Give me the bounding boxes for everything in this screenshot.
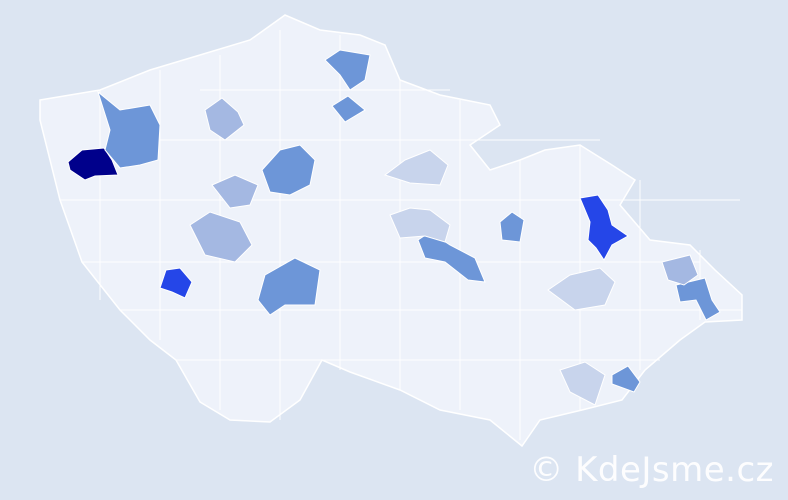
district-level1[interactable] [559, 361, 606, 406]
district-level3[interactable] [675, 277, 721, 321]
district-level1[interactable] [547, 267, 616, 311]
district-level1[interactable] [383, 149, 449, 186]
watermark: © KdeJsme.cz [529, 450, 774, 490]
highlighted-districts [67, 49, 721, 406]
district-level4[interactable] [159, 267, 193, 299]
district-level3[interactable] [261, 144, 316, 196]
district-level3[interactable] [331, 95, 366, 123]
district-level2[interactable] [204, 97, 245, 141]
district-level3[interactable] [499, 211, 525, 243]
district-level4[interactable] [579, 194, 629, 261]
district-level5[interactable] [67, 147, 119, 181]
district-level3[interactable] [611, 365, 641, 393]
district-level3[interactable] [257, 257, 321, 316]
district-level2[interactable] [189, 211, 253, 263]
district-level3[interactable] [97, 90, 161, 169]
district-level2[interactable] [211, 174, 259, 209]
district-level1[interactable] [389, 207, 451, 243]
district-level2[interactable] [661, 254, 699, 286]
district-level3[interactable] [324, 49, 371, 91]
